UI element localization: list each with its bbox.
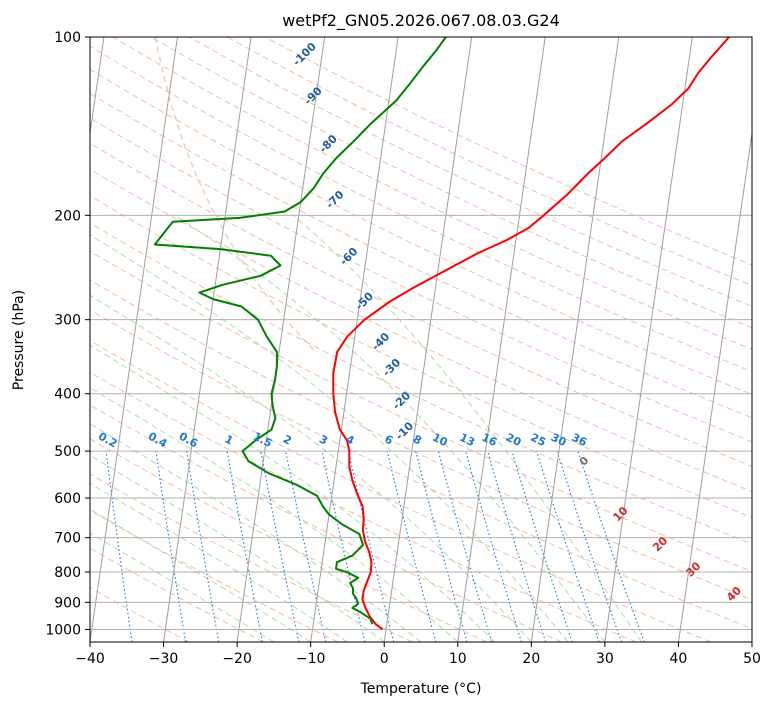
y-tick-label: 700: [54, 531, 81, 547]
mixing-ratio-label: 36: [570, 431, 590, 449]
x-tick-label: 10: [449, 651, 467, 667]
dry-adiabat: [90, 309, 752, 630]
moist-adiabat: [90, 482, 348, 642]
axis-ticks: −40 −30 −20 −10 0 10 20 30 40 50 100 200 300 400 500 60…: [45, 30, 761, 667]
dry-adiabat: [90, 509, 339, 642]
isotherm: [236, 37, 326, 642]
dry-adiabat: [90, 142, 752, 467]
dry-adiabat: [188, 37, 752, 307]
mixing-ratio-label: 13: [457, 431, 476, 449]
moist-adiabat: [90, 423, 422, 642]
y-tick-label: 500: [54, 444, 81, 460]
mixing-ratio-line: [511, 450, 573, 642]
x-tick-label: 50: [743, 651, 761, 667]
moist-adiabat: [90, 234, 569, 642]
x-axis-title: Temperature (°C): [360, 681, 482, 697]
mixing-ratio-line: [465, 450, 523, 642]
dry-adiabat: [90, 371, 637, 642]
x-tick-label: −30: [149, 651, 179, 667]
dry-adiabat: [90, 117, 752, 443]
x-tick-label: 0: [380, 651, 389, 667]
dry-adiabat: [90, 279, 752, 601]
isotherm: [457, 37, 546, 642]
y-tick-label: 400: [54, 387, 81, 403]
sounding-line-temperature: [332, 37, 730, 631]
y-tick-label: 1000: [45, 622, 81, 638]
x-tick-label: −40: [75, 651, 105, 667]
y-tick-label: 800: [54, 565, 81, 581]
isotherm: [310, 37, 399, 642]
dry-adiabat: [90, 168, 752, 493]
moist-adiabat: [90, 454, 385, 642]
dry-adiabat: [90, 404, 562, 642]
chart-title: wetPf2_GN05.2026.067.08.03.G24: [282, 11, 560, 31]
isotherm: [604, 37, 693, 642]
dry-adiabat: [90, 195, 752, 519]
y-tick-label: 200: [54, 208, 81, 224]
mixing-ratio-label: 10: [430, 431, 450, 450]
mixing-ratio-label: 16: [480, 431, 500, 450]
dry-adiabat: [90, 45, 752, 373]
moist-adiabat: [90, 508, 311, 642]
moist-adiabat: [293, 214, 643, 642]
moist-adiabat: [90, 344, 495, 642]
mixing-ratio-line: [155, 451, 187, 642]
y-tick-label: 900: [54, 595, 81, 611]
dry-adiabat: [90, 222, 752, 545]
mixing-ratio-line: [386, 450, 437, 642]
isotherm: [90, 37, 178, 642]
moist-adiabat: [175, 214, 606, 642]
x-tick-label: 40: [670, 651, 688, 667]
y-axis-title: Pressure (hPa): [11, 290, 27, 390]
mixing-ratio-line: [487, 450, 547, 642]
x-tick-label: 20: [522, 651, 540, 667]
mixing-ratio-line: [285, 450, 327, 642]
x-tick-label: −20: [222, 651, 252, 667]
isotherm: [751, 638, 752, 642]
mixing-ratio-line: [577, 450, 645, 642]
mixing-ratio-line: [260, 450, 300, 642]
isotherm: [530, 37, 620, 642]
moist-adiabat: [90, 532, 275, 642]
moist-adiabat: [90, 294, 532, 642]
mixing-ratio-label: 30: [549, 431, 569, 449]
mixing-ratio-line: [415, 450, 468, 642]
y-tick-label: 300: [54, 313, 81, 329]
mixing-ratio-line: [321, 450, 366, 642]
plot-frame: [89, 36, 753, 643]
plot-background: [90, 37, 752, 642]
mixing-ratio-line: [536, 450, 600, 642]
sounding-line-dewpoint: [153, 37, 447, 625]
reference-curve: [154, 37, 317, 353]
x-tick-label: −10: [296, 651, 326, 667]
y-tick-label: 600: [54, 491, 81, 507]
mixing-ratio-label: 20: [504, 431, 524, 450]
background-lines: [90, 37, 752, 642]
y-tick-label: 100: [54, 30, 81, 46]
dry-adiabat: [90, 547, 264, 642]
x-tick-label: 30: [596, 651, 614, 667]
mixing-ratio-line: [556, 450, 623, 642]
isotherm: [383, 37, 473, 642]
dry-adiabat: [90, 68, 752, 396]
mixing-ratio-label: 25: [528, 431, 547, 449]
dry-adiabat: [150, 37, 752, 329]
isotherm: [677, 129, 752, 642]
sounding-series: [153, 37, 730, 631]
isotherm: [163, 37, 252, 642]
